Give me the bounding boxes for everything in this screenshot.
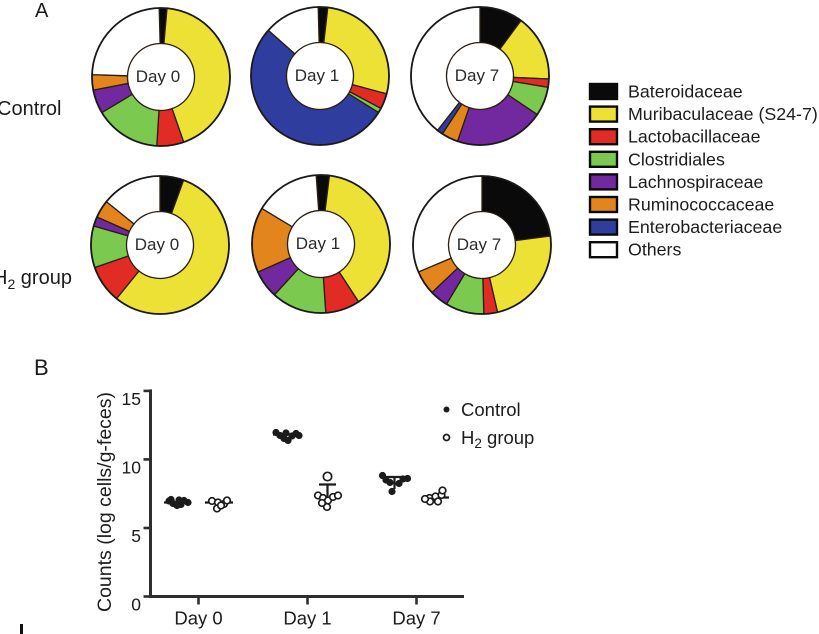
svg-text:Day 7: Day 7 [455,66,499,85]
svg-text:Day 1: Day 1 [295,66,339,85]
svg-text:Bateroidaceae: Bateroidaceae [628,82,743,102]
svg-text:Clostridiales: Clostridiales [628,149,725,169]
svg-text:Others: Others [628,240,681,260]
svg-text:Day 1: Day 1 [283,608,331,629]
svg-text:10: 10 [122,457,142,477]
svg-text:Muribaculaceae (S24-7): Muribaculaceae (S24-7) [628,104,818,124]
svg-text:Day 7: Day 7 [457,235,501,254]
svg-text:Ruminococcaceae: Ruminococcaceae [628,195,774,215]
svg-text:5: 5 [131,526,141,546]
svg-text:15: 15 [122,389,141,409]
svg-text:Day 0: Day 0 [135,235,179,254]
svg-text:Day 1: Day 1 [296,234,340,253]
svg-text:0: 0 [131,595,141,615]
svg-text:Day 0: Day 0 [174,608,222,629]
svg-text:Day 7: Day 7 [392,608,440,629]
svg-text:Lactobacillaceae: Lactobacillaceae [628,127,761,147]
svg-text:Day 0: Day 0 [136,67,180,86]
svg-text:H2 group: H2 group [461,427,534,451]
svg-text:Enterobacteriaceae: Enterobacteriaceae [628,217,782,237]
svg-text:Lachnospiraceae: Lachnospiraceae [628,172,764,192]
svg-text:Control: Control [461,399,521,420]
